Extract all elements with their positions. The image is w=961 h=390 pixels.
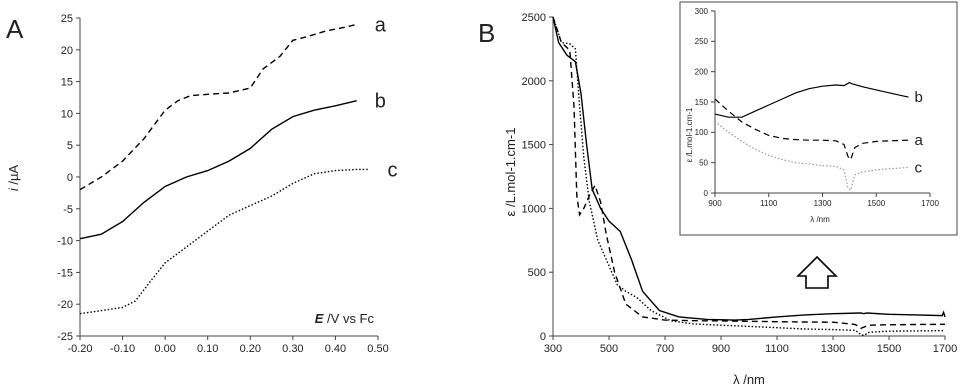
panel-b-series-c-line: [552, 16, 946, 337]
inset-ytick-label: 150: [695, 98, 709, 107]
inset-ylabel: ε /L.mol-1.cm-1: [685, 107, 694, 162]
panel-b-xtick-label: 1500: [877, 343, 901, 355]
panel-a-xtick-label: 0.00: [154, 343, 175, 355]
inset-series-a-line: [714, 98, 909, 161]
panel-a-ylabel: i /µA: [6, 165, 21, 192]
panel-a-ytick-label: -15: [57, 267, 73, 279]
panel-a-ytick-label: 25: [61, 13, 73, 25]
inset-series-c-label: c: [915, 160, 923, 177]
inset-ytick-label: 50: [699, 159, 708, 168]
panel-b-ytick-label: 0: [540, 331, 546, 343]
panel-a-ytick-label: 10: [61, 108, 73, 120]
panel-a-xtick-label: 0.50: [367, 343, 388, 355]
inset-series-b-line: [714, 81, 909, 118]
inset-xtick-label: 1100: [760, 199, 778, 208]
up-arrow-icon: [796, 255, 838, 289]
panel-a-ytick-label: -5: [63, 204, 73, 216]
panel-a-series-a-label: a: [375, 14, 387, 36]
inset-ytick-label: 300: [695, 7, 709, 16]
inset-series-b-label: b: [915, 89, 923, 106]
panel-a-xtick-label: 0.10: [197, 343, 218, 355]
panel-a-ytick-label: 15: [61, 77, 73, 89]
inset-xtick-label: 1300: [814, 199, 832, 208]
inset-ytick-label: 0: [704, 189, 709, 198]
panel-a-ytick-label: 0: [67, 172, 73, 184]
panel-a: A i /µA E /V vs Fc 25 20 15 10 5 0 -5 -10 -15 -20…: [6, 13, 397, 355]
panel-a-series: a b c: [79, 14, 397, 315]
panel-a-ytick-label: 20: [61, 45, 73, 57]
panel-b-xtick-label: 900: [712, 343, 730, 355]
panel-b-xtick-label: 1300: [821, 343, 845, 355]
panel-b-label: B: [478, 18, 495, 48]
panel-b-xtick-label: 1100: [765, 343, 789, 355]
panel-a-series-a-line: [79, 23, 357, 191]
panel-a-label: A: [6, 14, 24, 44]
panel-b-xtick-label: 700: [656, 343, 674, 355]
inset-ytick-label: 250: [695, 37, 709, 46]
panel-b-ytick-label: 1500: [522, 140, 546, 152]
panel-a-ytick-label: -10: [57, 236, 73, 248]
panel-a-xtick-label: 0.40: [325, 343, 346, 355]
panel-b-xlabel: λ /nm: [733, 372, 765, 387]
panel-b-xtick-label: 500: [600, 343, 618, 355]
panel-a-series-b-line: [79, 100, 357, 240]
panel-b-ytick-label: 2000: [522, 76, 546, 88]
inset-xlabel: λ /nm: [810, 215, 830, 224]
panel-a-ylabel-symbol: i: [6, 187, 21, 191]
panel-a-ylabel-unit: /µA: [6, 165, 21, 189]
panel-b-series-a-line: [552, 16, 946, 330]
panel-a-xtick-label: -0.10: [110, 343, 135, 355]
panel-b-series: [552, 16, 946, 337]
panel-b-ytick-label: 500: [528, 267, 546, 279]
panel-b-series-b-line: [552, 16, 946, 321]
inset-chart: ε /L.mol-1.cm-1 λ /nm 300 250 200 150 100 50 0…: [679, 1, 958, 236]
panel-a-ytick-label: -20: [57, 299, 73, 311]
inset-series-a-label: a: [915, 132, 924, 149]
inset-xtick-label: 1700: [921, 199, 939, 208]
panel-a-xtick-label: 0.30: [282, 343, 303, 355]
panel-a-xtick-label: -0.20: [67, 343, 92, 355]
panel-a-ytick-label: -25: [57, 331, 73, 343]
inset-xtick-label: 900: [708, 199, 722, 208]
panel-b-ytick-label: 1000: [522, 203, 546, 215]
inset-xtick-label: 1500: [867, 199, 885, 208]
panel-b-ytick-label: 2500: [522, 12, 546, 24]
inset-series: b ac: [714, 81, 924, 191]
inset-frame: [679, 1, 958, 236]
panel-a-x-annotation-unit: /V vs Fc: [323, 311, 374, 326]
inset-ytick-label: 200: [695, 68, 709, 77]
panel-a-axes: 25 20 15 10 5 0 -5 -10 -15 -20 -25-0.20 -0.10 0.00 0.…: [57, 13, 389, 355]
panel-b: B ε /L.mol-1.cm-1 λ /nm 2500200015001000…: [478, 1, 958, 387]
inset-series-c-line: [714, 120, 909, 191]
panel-a-series-c-line: [79, 168, 370, 315]
panel-a-x-annotation-symbol: E: [315, 311, 324, 326]
inset-ytick-label: 100: [695, 128, 709, 137]
panel-a-xtick-label: 0.20: [240, 343, 261, 355]
panel-a-series-c-label: c: [387, 159, 397, 181]
panel-b-xtick-label: 1700: [933, 343, 957, 355]
panel-b-ylabel: ε /L.mol-1.cm-1: [503, 128, 518, 217]
panel-a-x-annotation: E /V vs Fc: [315, 311, 375, 326]
panel-a-series-b-label: b: [375, 91, 386, 113]
panel-a-ytick-label: 5: [67, 140, 73, 152]
panel-b-xtick-label: 300: [544, 343, 562, 355]
